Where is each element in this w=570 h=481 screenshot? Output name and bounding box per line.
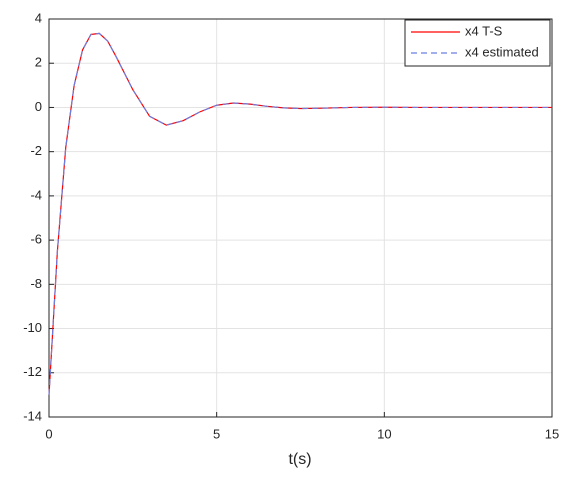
x-tick-label: 15: [545, 426, 559, 441]
y-tick-label: -14: [23, 408, 42, 423]
axes-box: [48, 18, 553, 418]
legend: x4 T-S x4 estimated: [404, 19, 551, 67]
y-tick-label: 2: [35, 55, 42, 70]
legend-label: x4 estimated: [465, 44, 539, 59]
y-tick-label: -6: [30, 232, 42, 247]
y-tick-label: 4: [35, 10, 42, 25]
y-tick-label: -8: [30, 276, 42, 291]
legend-box: [404, 19, 551, 67]
x-tick-label: 0: [45, 426, 52, 441]
y-tick-label: -4: [30, 187, 42, 202]
data-line: [48, 32, 552, 395]
legend-label: x4 T-S: [465, 23, 503, 38]
x-tick-label: 10: [377, 426, 391, 441]
plot-area: [49, 19, 552, 417]
y-tick-label: -10: [23, 320, 42, 335]
x-axis-label: t(s): [288, 451, 311, 468]
y-tick-label: 0: [35, 99, 42, 114]
y-tick-label: -2: [30, 143, 42, 158]
y-tick-label: -12: [23, 364, 42, 379]
x-tick-label: 5: [213, 426, 220, 441]
